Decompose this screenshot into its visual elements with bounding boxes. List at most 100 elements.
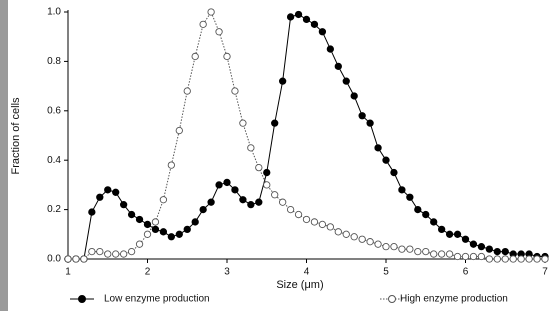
data-point [351, 234, 357, 240]
data-point [438, 226, 444, 232]
data-point [383, 243, 389, 249]
data-point [176, 231, 182, 237]
data-point [279, 199, 285, 205]
data-point [327, 224, 333, 230]
data-point [407, 194, 413, 200]
data-point [192, 219, 198, 225]
data-point [152, 219, 158, 225]
data-point [446, 251, 452, 257]
y-tick-label: 0.2 [47, 204, 61, 215]
data-point [415, 248, 421, 254]
data-point [224, 179, 230, 185]
data-point [216, 29, 222, 35]
data-point [264, 182, 270, 188]
data-point [248, 145, 254, 151]
data-point [423, 248, 429, 254]
data-point [176, 127, 182, 133]
data-point [113, 251, 119, 257]
y-tick-label: 0.0 [47, 254, 61, 265]
data-point [311, 21, 317, 27]
data-point [216, 182, 222, 188]
data-point [462, 253, 468, 259]
data-point [89, 248, 95, 254]
data-point [144, 221, 150, 227]
chart: Size (μm) Fraction of cells 0.00.20.40.6… [0, 0, 549, 311]
data-point [438, 251, 444, 257]
data-point [224, 53, 230, 59]
y-tick-label: 0.6 [47, 105, 61, 116]
data-point [120, 201, 126, 207]
data-point [359, 236, 365, 242]
data-point [295, 211, 301, 217]
data-point [534, 256, 540, 262]
data-point [391, 169, 397, 175]
data-point [240, 197, 246, 203]
data-point [407, 246, 413, 252]
data-point [494, 256, 500, 262]
data-point [97, 248, 103, 254]
legend-label: Low enzyme production [104, 294, 210, 305]
data-point [343, 231, 349, 237]
data-point [367, 239, 373, 245]
data-point [494, 248, 500, 254]
x-tick-label: 4 [304, 267, 310, 278]
data-point [311, 219, 317, 225]
data-point [136, 241, 142, 247]
y-tick-label: 1.0 [47, 7, 61, 18]
data-point [192, 53, 198, 59]
x-tick-label: 2 [145, 267, 151, 278]
data-point [391, 243, 397, 249]
data-point [65, 256, 71, 262]
data-point [478, 243, 484, 249]
data-point [136, 216, 142, 222]
x-tick-label: 5 [383, 267, 389, 278]
data-point [303, 216, 309, 222]
x-tick-label: 3 [224, 267, 230, 278]
legend-marker [389, 296, 396, 303]
data-point [264, 169, 270, 175]
y-axis-label: Fraction of cells [10, 97, 22, 175]
data-point [486, 256, 492, 262]
data-point [97, 194, 103, 200]
data-point [415, 206, 421, 212]
data-point [518, 256, 524, 262]
data-point [287, 206, 293, 212]
left-strip [0, 0, 8, 311]
data-point [160, 229, 166, 235]
data-point [375, 145, 381, 151]
data-point [168, 162, 174, 168]
data-point [454, 231, 460, 237]
y-tick-label: 0.4 [47, 155, 61, 166]
data-point [470, 241, 476, 247]
data-point [128, 248, 134, 254]
data-point [351, 93, 357, 99]
data-point [184, 88, 190, 94]
data-point [510, 256, 516, 262]
data-point [105, 187, 111, 193]
data-point [200, 206, 206, 212]
data-point [431, 251, 437, 257]
data-point [232, 88, 238, 94]
data-point [478, 253, 484, 259]
data-point [248, 201, 254, 207]
data-point [446, 231, 452, 237]
data-point [319, 221, 325, 227]
data-point [113, 189, 119, 195]
data-point [200, 21, 206, 27]
data-point [383, 157, 389, 163]
data-point [240, 120, 246, 126]
data-point [399, 187, 405, 193]
data-point [423, 211, 429, 217]
data-point [399, 246, 405, 252]
data-point [502, 248, 508, 254]
data-point [73, 256, 79, 262]
data-point [486, 246, 492, 252]
data-point [120, 251, 126, 257]
data-point [128, 211, 134, 217]
data-point [502, 256, 508, 262]
data-point [105, 251, 111, 257]
data-point [232, 187, 238, 193]
x-tick-label: 6 [463, 267, 469, 278]
data-point [367, 120, 373, 126]
data-point [454, 253, 460, 259]
